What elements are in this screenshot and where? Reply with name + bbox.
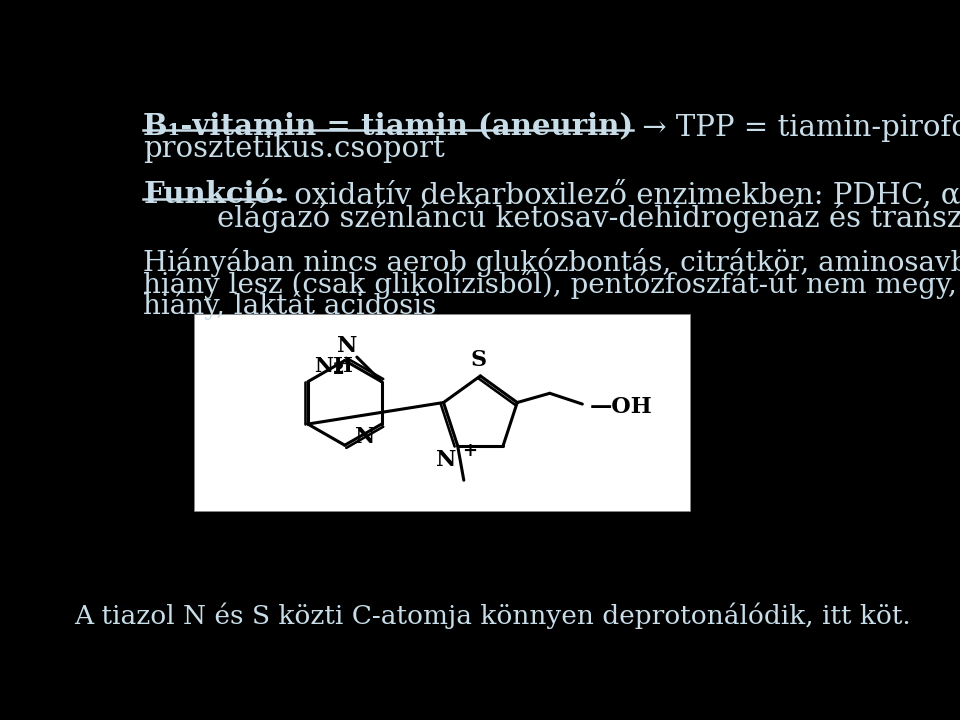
Text: A tiazol N és S közti C-atomja könnyen deprotonálódik, itt köt.: A tiazol N és S közti C-atomja könnyen d…: [74, 603, 910, 629]
Text: → TPP = tiamin-pirofoszfát: → TPP = tiamin-pirofoszfát: [634, 111, 960, 142]
Text: prosztetikus.csoport: prosztetikus.csoport: [143, 135, 445, 163]
Text: S: S: [470, 349, 487, 372]
Text: NH: NH: [314, 356, 353, 376]
Text: oxidatív dekarboxilező enzimekben: PDHC, α-KGDHC,: oxidatív dekarboxilező enzimekben: PDHC,…: [285, 180, 960, 210]
Text: —OH: —OH: [590, 396, 653, 418]
Text: 2: 2: [332, 361, 345, 378]
Text: Hiányában nincs aerob glukózbontás, citrátkör, aminosavbomlás, ATP-: Hiányában nincs aerob glukózbontás, citr…: [143, 248, 960, 277]
Text: elágazó szénláncú ketosav-dehidrogenáz és transzketoláz: elágazó szénláncú ketosav-dehidrogenáz é…: [143, 202, 960, 233]
Text: N: N: [337, 335, 357, 356]
Text: +: +: [463, 443, 477, 461]
Bar: [194, 315, 689, 510]
Text: hiány lesz (csak glikolízisből), pentózfoszfát-út nem megy, NADPH-: hiány lesz (csak glikolízisből), pentózf…: [143, 270, 960, 299]
Text: N: N: [436, 449, 456, 471]
Text: B₁-vitamin = tiamin (aneurin): B₁-vitamin = tiamin (aneurin): [143, 111, 634, 140]
Text: hiány, laktát acidosis: hiány, laktát acidosis: [143, 291, 437, 320]
Text: N: N: [355, 426, 375, 449]
Text: Funkció:: Funkció:: [143, 180, 285, 210]
